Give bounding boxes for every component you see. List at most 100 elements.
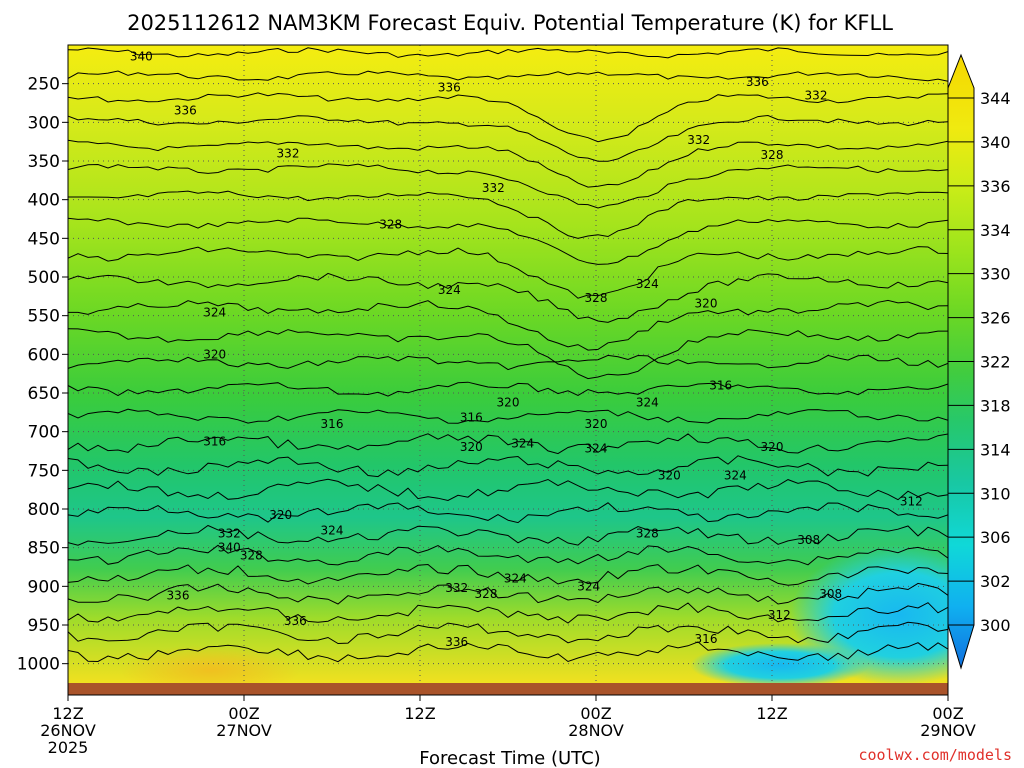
contour-label: 340 — [218, 541, 241, 555]
contour-label: 332 — [482, 181, 505, 195]
colorbar-label: 334 — [980, 221, 1011, 240]
y-tick-label: 500 — [28, 268, 60, 288]
colorbar-label: 300 — [980, 616, 1011, 635]
contour-labels: 340 336 336 336 332 332 332 332 328 328 324 328 324 3… — [130, 50, 923, 649]
x-tick-label: 12Z — [52, 704, 83, 723]
contour-line — [68, 381, 948, 397]
contour-label: 340 — [130, 50, 153, 64]
x-tick-label: 12Z — [404, 704, 435, 723]
y-tick-label: 800 — [28, 500, 60, 520]
contour-label: 324 — [577, 579, 600, 593]
y-tick-label: 850 — [28, 539, 60, 559]
contour-line — [68, 563, 948, 586]
colorbar-ticks: 344 340 336 334 330 326 322 318 314 310 306 302 300 — [948, 89, 1011, 635]
y-tick-label: 350 — [28, 152, 60, 172]
y-tick-label: 700 — [28, 423, 60, 443]
colorbar-label: 330 — [980, 265, 1011, 284]
contour-label: 332 — [445, 581, 468, 595]
x-tick-label: 26NOV — [40, 721, 96, 740]
contour-label: 328 — [761, 148, 784, 162]
contour-label: 332 — [805, 88, 828, 102]
contour-label: 324 — [724, 469, 747, 483]
x-tick-label: 12Z — [756, 704, 787, 723]
contour-label: 328 — [240, 548, 263, 562]
contour-label: 312 — [900, 494, 923, 508]
contour-lines — [68, 47, 948, 663]
contour-label: 320 — [695, 296, 718, 310]
contour-label: 320 — [658, 469, 681, 483]
contour-line — [68, 408, 948, 424]
colorbar-label: 326 — [980, 309, 1011, 328]
contour-label: 316 — [695, 632, 718, 646]
gridlines — [68, 45, 948, 683]
contour-label: 332 — [277, 146, 300, 160]
contour-label: 324 — [636, 277, 659, 291]
contour-line — [68, 478, 948, 502]
y-tick-label: 450 — [28, 229, 60, 249]
chart-title: 2025112612 NAM3KM Forecast Equiv. Potent… — [127, 11, 893, 35]
contour-line — [68, 47, 948, 59]
contour-label: 328 — [636, 527, 659, 541]
contour-label: 328 — [475, 587, 498, 601]
contour-line — [68, 328, 948, 380]
contour-label: 320 — [585, 417, 608, 431]
contour-label: 336 — [746, 75, 769, 89]
ground-strip — [68, 683, 948, 695]
contour-line — [68, 272, 948, 323]
y-axis: 250 300 350 400 450 500 550 600 650 700 750 800 850 9… — [17, 75, 68, 675]
contour-line — [68, 602, 948, 624]
contour-label: 336 — [445, 635, 468, 649]
y-tick-label: 1000 — [17, 655, 60, 675]
x-tick-label: 29NOV — [920, 721, 976, 740]
contour-label: 332 — [687, 133, 710, 147]
contour-label: 320 — [761, 440, 784, 454]
contour-label: 316 — [321, 417, 344, 431]
contour-label: 308 — [819, 587, 842, 601]
contour-label: 328 — [585, 291, 608, 305]
y-tick-label: 550 — [28, 307, 60, 327]
contour-label: 336 — [174, 104, 197, 118]
y-tick-label: 600 — [28, 345, 60, 365]
contour-line — [68, 114, 948, 162]
contour-label: 320 — [497, 395, 520, 409]
credit-text: coolwx.com/models — [858, 746, 1012, 764]
dry-air-region-low — [690, 643, 870, 683]
contour-label: 324 — [511, 436, 534, 450]
contour-line — [68, 455, 948, 478]
y-tick-label: 900 — [28, 577, 60, 597]
contour-label: 316 — [709, 378, 732, 392]
plot-area: 340 336 336 336 332 332 332 332 328 328 324 328 324 3… — [68, 45, 948, 683]
contour-label: 324 — [636, 395, 659, 409]
contour-label: 324 — [504, 572, 527, 586]
contour-label: 336 — [167, 589, 190, 603]
y-tick-label: 650 — [28, 384, 60, 404]
x-tick-label: 27NOV — [216, 721, 272, 740]
colorbar-label: 344 — [980, 89, 1011, 108]
y-tick-label: 250 — [28, 75, 60, 95]
contour-line — [68, 70, 948, 82]
contour-line — [68, 524, 948, 546]
contour-line — [68, 299, 948, 351]
contour-line — [68, 246, 948, 299]
contour-line — [68, 354, 948, 371]
y-tick-label: 300 — [28, 113, 60, 133]
contour-line — [68, 641, 948, 663]
contour-label: 312 — [768, 608, 791, 622]
colorbar-label: 306 — [980, 528, 1011, 547]
contour-line — [68, 217, 948, 265]
moist-air-region-west — [120, 645, 300, 683]
contour-line — [68, 92, 948, 143]
contour-label: 324 — [321, 524, 344, 538]
x-tick-label: 2025 — [48, 738, 89, 757]
contour-line — [68, 163, 948, 209]
contour-line — [68, 621, 948, 645]
y-tick-label: 400 — [28, 191, 60, 211]
y-tick-label: 950 — [28, 616, 60, 636]
x-axis-title: Forecast Time (UTC) — [419, 748, 600, 768]
colorbar-label: 336 — [980, 177, 1011, 196]
y-tick-label: 750 — [28, 461, 60, 481]
contour-label: 320 — [460, 440, 483, 454]
x-tick-label: 00Z — [932, 704, 963, 723]
